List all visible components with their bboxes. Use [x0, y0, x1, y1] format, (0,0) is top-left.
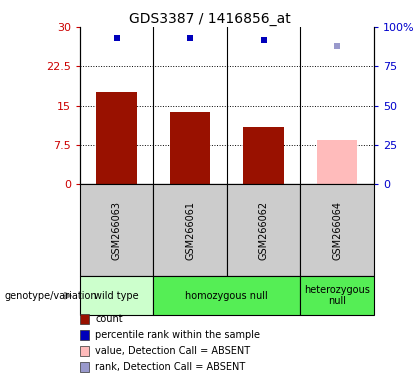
Text: percentile rank within the sample: percentile rank within the sample: [95, 330, 260, 340]
Text: count: count: [95, 314, 123, 324]
Text: GDS3387 / 1416856_at: GDS3387 / 1416856_at: [129, 12, 291, 25]
Bar: [243, 127, 284, 184]
Bar: [317, 140, 357, 184]
Text: value, Detection Call = ABSENT: value, Detection Call = ABSENT: [95, 346, 250, 356]
Bar: [170, 112, 210, 184]
Text: homozygous null: homozygous null: [185, 291, 268, 301]
Text: GSM266061: GSM266061: [185, 201, 195, 260]
Text: GSM266063: GSM266063: [112, 201, 121, 260]
Bar: [300, 184, 374, 276]
Text: GSM266062: GSM266062: [259, 201, 268, 260]
Text: GSM266064: GSM266064: [332, 201, 342, 260]
Text: rank, Detection Call = ABSENT: rank, Detection Call = ABSENT: [95, 362, 246, 372]
Bar: [96, 93, 137, 184]
Text: heterozygous
null: heterozygous null: [304, 285, 370, 306]
Bar: [80, 184, 153, 276]
Text: wild type: wild type: [94, 291, 139, 301]
Bar: [153, 184, 227, 276]
Bar: [153, 276, 300, 315]
Bar: [227, 184, 300, 276]
Bar: [80, 276, 153, 315]
Bar: [300, 276, 374, 315]
Text: genotype/variation: genotype/variation: [4, 291, 97, 301]
